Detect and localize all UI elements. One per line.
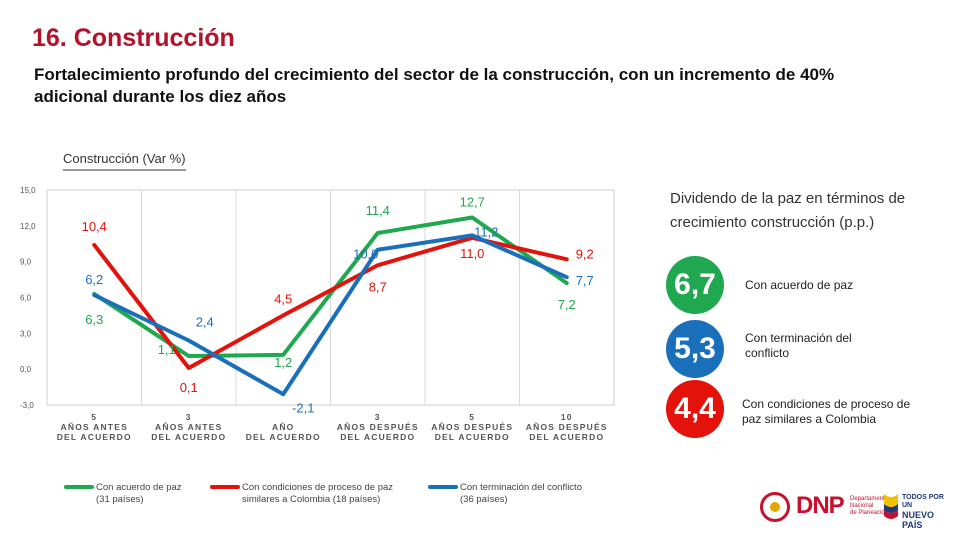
data-label: -2,1 bbox=[292, 400, 314, 415]
legend-label: Con condiciones de proceso de paz bbox=[242, 482, 393, 493]
page-subtitle: Fortalecimiento profundo del crecimiento… bbox=[34, 65, 835, 106]
footer-logos: DNP Departamento Nacional de Planeación … bbox=[760, 488, 950, 532]
x-tick-label: DEL ACUERDO bbox=[246, 432, 321, 442]
dividend-value-circle-peace: 6,7 bbox=[666, 256, 724, 314]
data-label: 7,2 bbox=[558, 297, 576, 312]
dividend-value-circle-conditions: 4,4 bbox=[666, 380, 724, 438]
x-tick-label: AÑO bbox=[272, 422, 295, 432]
x-tick-label: AÑOS ANTES bbox=[155, 422, 222, 432]
legend-label: (36 países) bbox=[460, 494, 508, 505]
dnp-subtitle-line: de Planeación bbox=[850, 510, 889, 516]
legend-label: Con terminación del conflicto bbox=[460, 482, 582, 493]
dnp-seal-icon bbox=[760, 492, 790, 522]
data-label: 11,2 bbox=[474, 224, 498, 239]
x-tick-label: AÑOS DESPUÉS bbox=[431, 422, 513, 432]
x-tick-label: 5 bbox=[91, 412, 97, 422]
slogan-line: NUEVO PAÍS bbox=[902, 510, 935, 530]
x-tick-label: 3 bbox=[186, 412, 192, 422]
data-label: 0,1 bbox=[180, 380, 198, 395]
x-tick-label: DEL ACUERDO bbox=[529, 432, 604, 442]
data-label: 6,3 bbox=[85, 312, 103, 327]
x-tick-label: 5 bbox=[469, 412, 475, 422]
data-label: 11,4 bbox=[366, 203, 390, 218]
x-tick-label: DEL ACUERDO bbox=[340, 432, 415, 442]
legend-label: Con acuerdo de paz bbox=[96, 482, 182, 493]
data-label: 10,0 bbox=[353, 247, 378, 262]
data-label: 2,4 bbox=[196, 315, 214, 330]
x-tick-label: AÑOS ANTES bbox=[61, 422, 128, 432]
data-label: 11,0 bbox=[460, 246, 484, 261]
chart-caption: Construcción (Var %) bbox=[63, 151, 186, 171]
data-label: 4,5 bbox=[274, 291, 292, 306]
data-label: 8,7 bbox=[369, 279, 387, 294]
y-tick-label: 9,0 bbox=[20, 258, 32, 267]
legend-label: similares a Colombia (18 países) bbox=[242, 494, 380, 505]
data-label: 7,7 bbox=[576, 273, 594, 288]
colombia-flag-icon bbox=[884, 494, 898, 519]
x-tick-label: DEL ACUERDO bbox=[435, 432, 510, 442]
dnp-subtitle-line: Nacional bbox=[850, 503, 874, 509]
x-tick-label: DEL ACUERDO bbox=[57, 432, 132, 442]
dividend-label-conditions: Con condiciones de proceso de paz simila… bbox=[742, 397, 911, 426]
legend-label: (31 países) bbox=[96, 494, 144, 505]
y-tick-label: 6,0 bbox=[20, 294, 32, 303]
y-tick-label: 0,0 bbox=[20, 365, 32, 374]
x-tick-label: 3 bbox=[375, 412, 381, 422]
dividend-label-conflict: Con terminación del conflicto bbox=[745, 331, 852, 360]
data-label: 1,2 bbox=[274, 355, 292, 370]
y-tick-label: 15,0 bbox=[20, 186, 36, 195]
y-tick-label: -3,0 bbox=[20, 401, 34, 410]
x-tick-label: AÑOS DESPUÉS bbox=[526, 422, 608, 432]
x-tick-label: AÑOS DESPUÉS bbox=[337, 422, 419, 432]
page-title: 16. Construcción bbox=[32, 24, 235, 52]
x-tick-label: 10 bbox=[561, 412, 573, 422]
data-label: 9,2 bbox=[576, 246, 594, 261]
slogan-line: TODOS POR UN bbox=[902, 494, 944, 509]
dividend-label-peace: Con acuerdo de paz bbox=[745, 278, 854, 292]
data-label: 12,7 bbox=[460, 194, 485, 209]
dividend-value-circle-conflict: 5,3 bbox=[666, 320, 724, 378]
data-label: 10,4 bbox=[82, 219, 107, 234]
dnp-subtitle-line: Departamento bbox=[850, 496, 889, 502]
series-line bbox=[92, 233, 569, 397]
y-tick-label: 3,0 bbox=[20, 329, 32, 338]
y-tick-label: 12,0 bbox=[20, 222, 36, 231]
dnp-logo: DNP bbox=[796, 492, 845, 519]
dnp-subtitle: Departamento Nacional de Planeación bbox=[850, 496, 888, 517]
data-label: 1,1 bbox=[158, 342, 176, 357]
slogan-logo: TODOS POR UN NUEVO PAÍS bbox=[902, 494, 950, 530]
dividend-title: Dividendo de la paz en términos de creci… bbox=[670, 190, 906, 231]
x-tick-label: DEL ACUERDO bbox=[151, 432, 226, 442]
data-label: 6,2 bbox=[85, 272, 103, 287]
